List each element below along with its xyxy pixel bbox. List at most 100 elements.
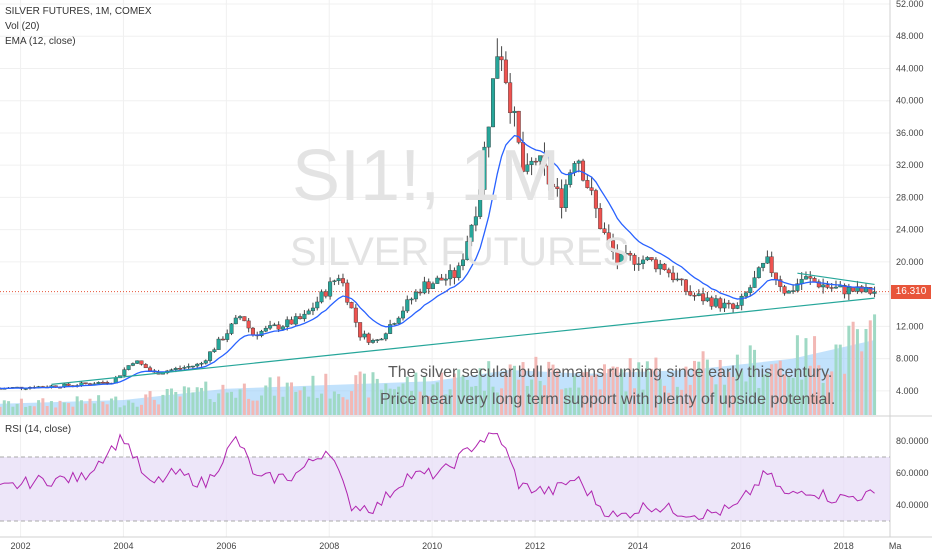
candle [718, 298, 723, 309]
candle [208, 351, 213, 361]
volume-legend[interactable]: Vol (20) [5, 21, 40, 32]
x-tick-label: 2002 [11, 541, 31, 550]
candle [508, 82, 513, 114]
candle [735, 305, 740, 309]
candle [83, 382, 88, 384]
y-tick-label: 32.000 [896, 160, 924, 170]
candle [645, 257, 650, 261]
candle [238, 316, 243, 319]
rsi-legend[interactable]: RSI (14, close) [5, 424, 72, 435]
candle [683, 279, 688, 292]
candle [122, 369, 127, 376]
candle [143, 364, 148, 369]
candle [298, 316, 303, 320]
candle [139, 360, 144, 365]
y-tick-label: 4.000 [896, 386, 919, 396]
candle [88, 383, 93, 385]
candle [576, 160, 581, 164]
candle [469, 224, 474, 242]
candle [478, 189, 483, 217]
candle [529, 160, 534, 166]
rsi-line [0, 432, 875, 521]
candle [812, 278, 817, 283]
candle [182, 367, 187, 369]
candle [345, 282, 350, 303]
candle [268, 325, 273, 329]
candle [229, 323, 234, 334]
y-tick-label: 28.000 [896, 192, 924, 202]
candle [868, 286, 873, 294]
annotation-line-2: Price near very long term support with p… [380, 391, 836, 408]
candle [688, 291, 693, 296]
candle [713, 298, 718, 307]
candle [705, 297, 710, 302]
trendline [51, 297, 875, 385]
candle [649, 257, 654, 260]
x-tick-label: 2012 [525, 541, 545, 550]
candle [302, 313, 307, 320]
candle [726, 302, 731, 305]
x-tick-label: Ma [889, 541, 902, 550]
x-tick-label: 2018 [834, 541, 854, 550]
candle [551, 183, 556, 188]
candle [216, 338, 221, 350]
candle [503, 59, 508, 83]
symbol-legend[interactable]: SILVER FUTURES, 1M, COMEX [5, 6, 152, 17]
rsi-tick-label: 80.0000 [896, 436, 929, 446]
candle [611, 240, 616, 252]
candle [486, 126, 491, 148]
candle [366, 333, 371, 343]
candle [225, 333, 230, 340]
x-tick-label: 2006 [216, 541, 236, 550]
candle [233, 317, 238, 325]
y-tick-label: 8.000 [896, 354, 919, 364]
candle [829, 287, 834, 289]
candle [653, 259, 658, 270]
candle [263, 327, 268, 332]
candle [743, 292, 748, 297]
candle [628, 253, 633, 256]
candle [190, 365, 195, 368]
candle [542, 155, 547, 167]
candle [220, 338, 225, 341]
candle [761, 262, 766, 268]
candle [353, 307, 358, 323]
candle [512, 110, 517, 114]
x-tick-label: 2016 [731, 541, 751, 550]
candle [602, 228, 607, 233]
y-tick-label: 20.000 [896, 257, 924, 267]
candle [396, 317, 401, 324]
annotation-line-1: The silver secular bull remains running … [388, 364, 833, 381]
candle [846, 287, 851, 295]
candle [546, 165, 551, 185]
candle [456, 265, 461, 278]
candle [465, 241, 470, 261]
rsi-tick-label: 40.0000 [896, 500, 929, 510]
ema-legend[interactable]: EMA (12, close) [5, 36, 76, 47]
candle [96, 382, 101, 385]
candle [731, 303, 736, 309]
candle [709, 297, 714, 307]
candle [430, 283, 435, 289]
candle [791, 290, 796, 292]
candle [585, 180, 590, 188]
candle [323, 291, 328, 297]
candle [619, 253, 624, 264]
candle [499, 56, 504, 61]
candle [375, 339, 380, 341]
candle [293, 316, 298, 325]
candle [336, 278, 341, 281]
candle [662, 263, 667, 270]
candle [280, 326, 285, 330]
candle [246, 320, 251, 329]
candle [773, 272, 778, 280]
candle [559, 188, 564, 208]
candle [362, 333, 367, 338]
candle [400, 310, 405, 319]
candle [825, 284, 830, 288]
candle [722, 302, 727, 309]
candle [598, 208, 603, 229]
candle [413, 291, 418, 300]
candle [358, 322, 363, 338]
candle [135, 360, 140, 364]
